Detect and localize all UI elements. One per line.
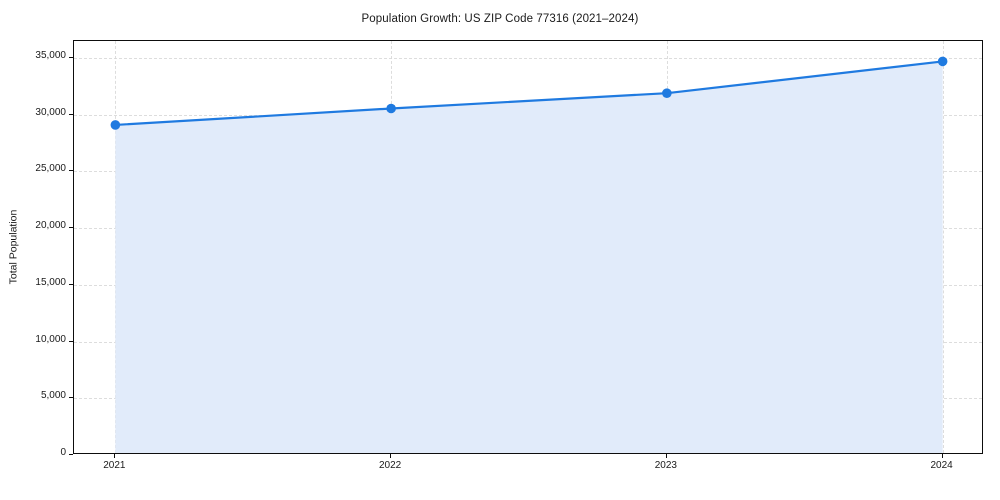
y-axis-tick-mark	[69, 113, 73, 115]
data-point-marker: 2024: 34,700	[937, 56, 948, 67]
data-point-marker: 2021: 29,100	[110, 120, 121, 130]
y-axis-tick-mark	[69, 227, 73, 229]
y-axis-tick-label: 35,000	[35, 50, 66, 61]
data-point-marker: 2022: 30,550	[386, 103, 396, 114]
x-axis-tick-mark	[390, 454, 392, 458]
y-axis-tick-label: 20,000	[35, 220, 66, 232]
x-axis-tick-label: 2023	[654, 460, 677, 471]
y-axis-tick-marks	[69, 40, 74, 455]
y-axis-tick-mark	[69, 170, 73, 172]
y-axis-tick-mark	[69, 340, 73, 342]
y-axis-tick-mark	[69, 57, 73, 58]
x-axis-tick-label: 2021	[103, 460, 126, 471]
y-axis-tick-label: 25,000	[35, 163, 66, 175]
y-axis-tick-label: 0	[60, 447, 66, 458]
x-axis-tick-mark	[665, 454, 667, 458]
y-axis-tick-mark	[69, 397, 73, 399]
y-axis-tick-label: 30,000	[35, 106, 66, 118]
data-point-markers: 2021: 29,100 2022: 30,550 2023: 31,900 2024…	[110, 56, 948, 130]
y-axis-tick-label: 10,000	[35, 333, 66, 345]
x-axis-tick-mark	[941, 454, 943, 458]
area-fill	[115, 61, 943, 453]
x-axis-tick-layer: 2021 2022 2023 2024	[73, 454, 983, 484]
chart-title: Population Growth: US ZIP Code 77316 (20…	[361, 13, 639, 25]
plot-inner: 2021: 29,100 2022: 30,550 2023: 31,900 2024…	[74, 41, 982, 453]
y-axis-tick-mark	[69, 283, 73, 285]
series-layer: 2021: 29,100 2022: 30,550 2023: 31,900 2024…	[110, 56, 948, 453]
data-point-marker: 2023: 31,900	[662, 88, 672, 98]
x-axis-tick-label: 2022	[378, 460, 402, 471]
gridline-horizontal	[74, 58, 982, 59]
y-axis-tick-labels: 0 5,000 10,000 15,000 20,000 25,000 30,000 35,0…	[0, 40, 66, 458]
gridline-vertical	[942, 41, 944, 453]
y-axis-tick-label: 15,000	[35, 276, 66, 288]
x-axis-tick-mark	[114, 454, 116, 458]
x-axis-tick-label: 2024	[930, 460, 953, 471]
plot-area: 2021: 29,100 2022: 30,550 2023: 31,900 2024…	[73, 40, 983, 454]
y-axis-tick-mark	[69, 454, 73, 455]
series-line	[114, 60, 944, 127]
y-axis-tick-label: 5,000	[40, 390, 66, 402]
